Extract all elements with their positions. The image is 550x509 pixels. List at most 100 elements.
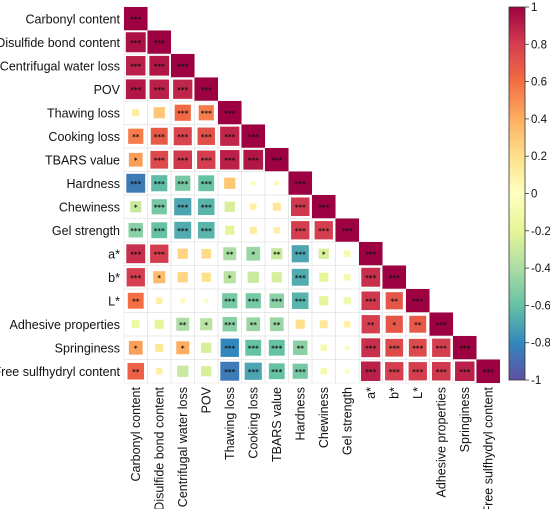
heatmap-cell (126, 244, 146, 264)
heatmap-cell (431, 361, 451, 381)
significance-label: *** (248, 156, 259, 164)
significance-label: *** (412, 297, 423, 305)
significance-label: *** (130, 274, 141, 282)
heatmap-cell (125, 79, 146, 100)
significance-label: * (157, 274, 161, 282)
significance-label: *** (295, 250, 306, 258)
significance-label: * (251, 250, 255, 258)
heatmap-cell (269, 293, 284, 308)
significance-label: *** (154, 250, 165, 258)
heatmap-cell (151, 175, 168, 192)
colorbar-tick-label: -0.4 (531, 263, 550, 275)
heatmap-cell (224, 177, 236, 189)
heatmap-cell (432, 338, 451, 357)
significance-label: ** (132, 133, 140, 141)
significance-label: ** (132, 297, 140, 305)
heatmap-cell (201, 342, 212, 353)
heatmap-cell (344, 368, 350, 374)
heatmap-cell (127, 292, 144, 309)
significance-label: ** (391, 297, 399, 305)
heatmap-cell (361, 291, 381, 311)
colorbar-tick-label: 1 (531, 2, 537, 14)
heatmap-cell (271, 272, 282, 283)
column-label: Thawing loss (223, 387, 237, 460)
heatmap-cell (176, 341, 190, 355)
heatmap-cell (155, 343, 164, 352)
significance-label: ** (273, 321, 281, 329)
heatmap-cell (197, 150, 216, 169)
significance-label: ** (414, 321, 422, 329)
heatmap-cell (220, 126, 240, 146)
heatmap-cell (220, 338, 239, 357)
row-label: Cooking loss (48, 130, 120, 144)
heatmap-cell (128, 340, 143, 355)
heatmap-cell (406, 289, 430, 313)
heatmap-cell (175, 175, 191, 191)
significance-label: *** (130, 86, 141, 94)
heatmap-cell (149, 55, 170, 76)
heatmap-cell (131, 320, 140, 329)
heatmap-cell (272, 202, 281, 211)
heatmap-cell (245, 339, 262, 356)
significance-label: *** (177, 62, 188, 70)
heatmap-cell (126, 56, 146, 76)
significance-label: *** (295, 368, 306, 376)
heatmap-cell (204, 298, 209, 303)
heatmap-cell (335, 218, 359, 242)
heatmap-cell (251, 181, 256, 186)
heatmap-cell (361, 267, 381, 287)
heatmap-cell (244, 362, 262, 380)
heatmap-cell (291, 292, 309, 310)
significance-label: *** (295, 203, 306, 211)
significance-label: *** (248, 133, 259, 141)
heatmap-cell (124, 7, 148, 31)
row-label: b* (108, 271, 120, 285)
heatmap-cell (224, 201, 235, 212)
significance-label: * (134, 156, 138, 164)
heatmap-cell (293, 340, 308, 355)
heatmap-cell (361, 338, 381, 358)
heatmap-cell (241, 124, 265, 148)
row-label: Thawing loss (47, 106, 120, 120)
significance-label: *** (177, 86, 188, 94)
significance-label: *** (224, 156, 235, 164)
heatmap-cell (128, 128, 144, 144)
heatmap-cell (344, 250, 351, 257)
heatmap-cell (177, 272, 188, 283)
column-label: TBARS value (270, 387, 284, 462)
significance-label: *** (483, 368, 494, 376)
heatmap-cell (429, 312, 453, 336)
column-label: Disulfide bond content (152, 386, 166, 509)
heatmap-cell (319, 272, 329, 282)
significance-label: *** (436, 344, 447, 352)
heatmap-cell (149, 79, 169, 99)
column-label: a* (364, 387, 378, 399)
column-label: Gel strength (340, 387, 354, 455)
significance-label: *** (365, 250, 376, 258)
column-label: b* (387, 387, 401, 399)
significance-label: ** (367, 321, 375, 329)
heatmap-cell (274, 180, 280, 186)
significance-label: * (392, 321, 396, 329)
significance-label: *** (248, 344, 259, 352)
heatmap-cell (128, 152, 143, 167)
significance-label: *** (154, 156, 165, 164)
significance-label: * (204, 321, 208, 329)
significance-label: *** (201, 86, 212, 94)
significance-label: *** (201, 109, 212, 117)
heatmap-cell (127, 362, 145, 380)
row-label: Springiness (55, 341, 120, 355)
significance-label: *** (271, 344, 282, 352)
significance-label: *** (224, 109, 235, 117)
colorbar-tick-label: -0.8 (531, 338, 550, 350)
significance-label: *** (201, 133, 212, 141)
heatmap-cell (382, 265, 406, 289)
row-label: TBARS value (45, 153, 120, 167)
heatmap-cell (156, 297, 163, 304)
significance-label: *** (130, 227, 141, 235)
heatmap-cell (268, 363, 285, 380)
significance-label: *** (412, 368, 423, 376)
heatmap-cell (218, 101, 242, 125)
column-label: L* (411, 387, 425, 399)
